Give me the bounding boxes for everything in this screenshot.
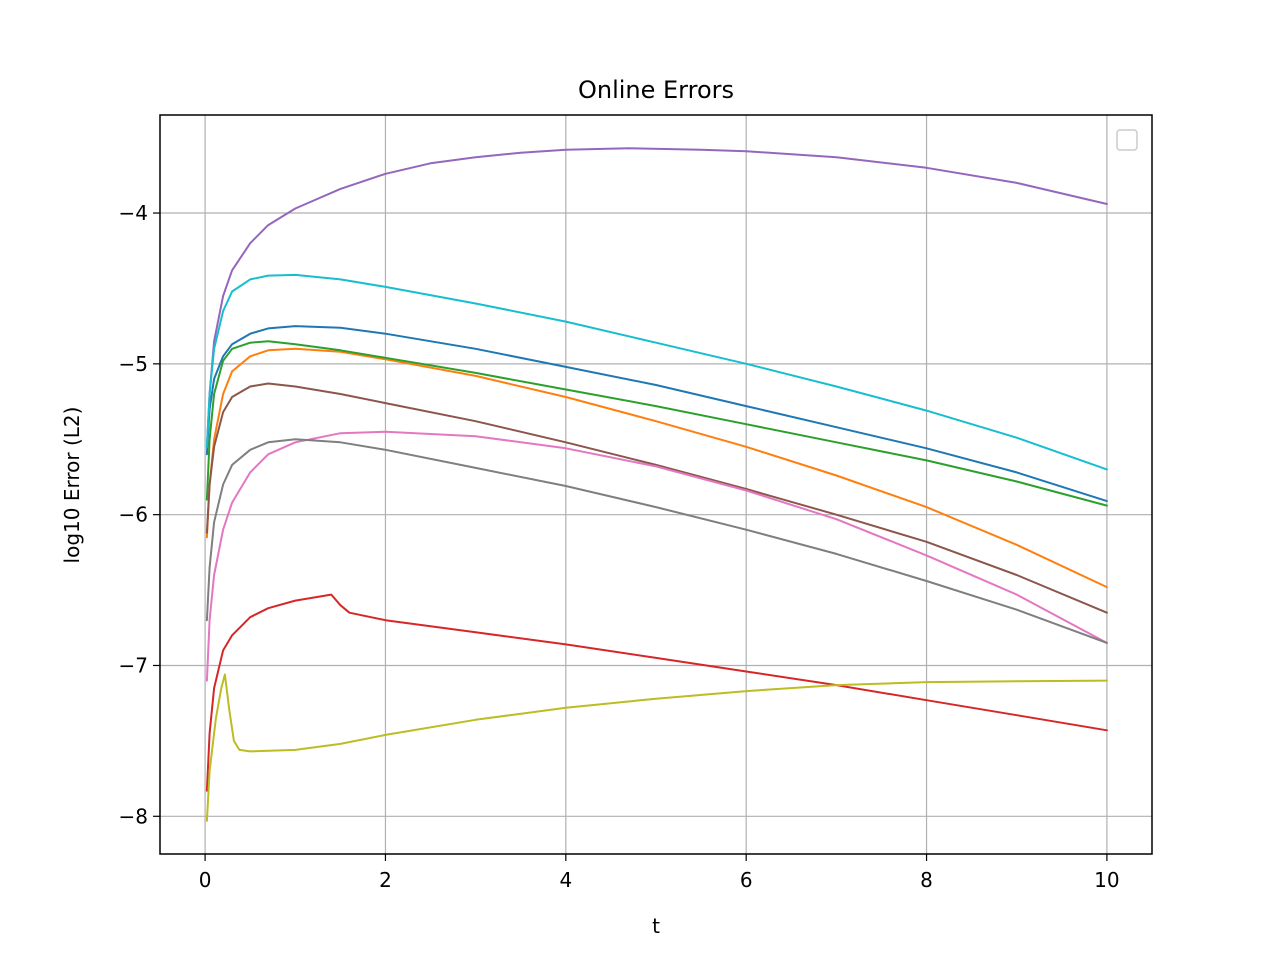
plot-frame (159, 114, 1153, 855)
series-line-9 (205, 673, 1108, 822)
x-tick-label: 6 (740, 868, 753, 892)
y-axis-label: log10 Error (L2) (60, 407, 84, 564)
series-lines (205, 147, 1108, 822)
series-line-8 (205, 438, 1108, 644)
x-axis-label: t (652, 914, 660, 938)
series-line-10 (205, 273, 1108, 471)
x-tick-label: 10 (1094, 868, 1119, 892)
series-line-2 (205, 347, 1108, 589)
x-tick-label: 4 (559, 868, 572, 892)
series-line-3 (205, 340, 1108, 507)
y-tick-label: −6 (119, 503, 148, 527)
series-line-1 (205, 325, 1108, 503)
y-tick-label: −4 (119, 201, 148, 225)
chart-title: Online Errors (578, 76, 734, 104)
y-tick-label: −7 (119, 653, 148, 677)
series-line-5 (205, 147, 1108, 448)
series-line-7 (205, 430, 1108, 682)
legend-box (1116, 129, 1138, 151)
grid (160, 115, 1152, 854)
x-tick-label: 0 (199, 868, 212, 892)
x-tick-label: 8 (920, 868, 933, 892)
x-tick-label: 2 (379, 868, 392, 892)
series-line-6 (205, 382, 1108, 614)
y-tick-label: −8 (119, 804, 148, 828)
axis-ticks: 0 2 4 6 8 10 −8 −7 −6 −5 −4 (119, 201, 1120, 892)
y-tick-label: −5 (119, 352, 148, 376)
series-line-4 (205, 593, 1108, 792)
